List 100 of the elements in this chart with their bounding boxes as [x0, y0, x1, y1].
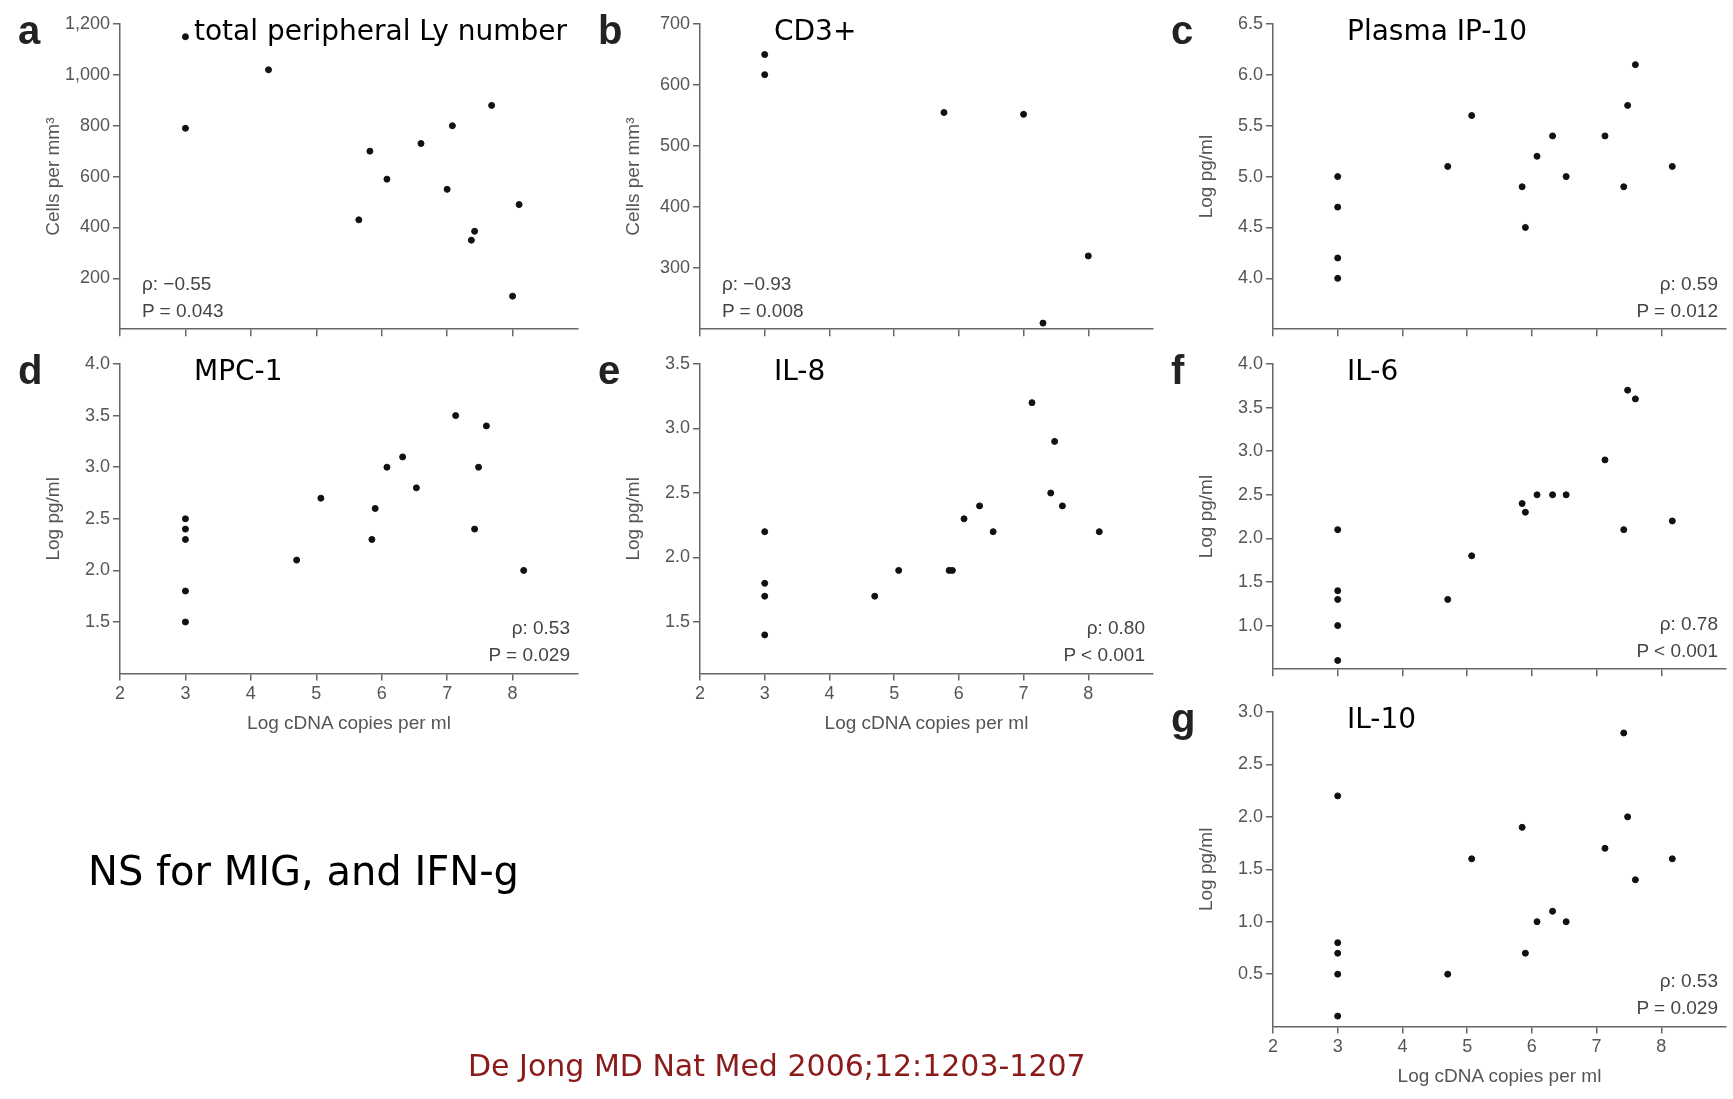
y-tick-label: 1.0 [1237, 614, 1263, 635]
y-tick-label: 4.0 [1237, 352, 1263, 373]
point [1518, 823, 1526, 831]
y-axis-title: Log pg/ml [1194, 474, 1216, 559]
point [181, 587, 189, 595]
point [1668, 855, 1676, 863]
point [1620, 526, 1628, 534]
point [1468, 112, 1476, 120]
point [1051, 437, 1059, 445]
point [1334, 173, 1342, 181]
y-tick-label: 4.5 [1237, 216, 1263, 237]
chart-title: MPC-1 [194, 354, 283, 387]
y-tick-label: 3.0 [1237, 440, 1263, 461]
point [181, 525, 189, 533]
point [471, 227, 479, 235]
point [1549, 907, 1557, 915]
x-tick-label: 3 [759, 683, 770, 704]
point [1533, 491, 1541, 499]
point [471, 525, 479, 533]
y-axis-title: Log pg/ml [1194, 827, 1216, 912]
annotation: P = 0.029 [488, 644, 570, 666]
point [1084, 252, 1092, 260]
point [1562, 918, 1570, 926]
point [412, 484, 420, 492]
point [371, 504, 379, 512]
x-tick-label: 8 [1083, 683, 1094, 704]
chart-title: IL-8 [774, 354, 826, 387]
annotation: P = 0.043 [142, 299, 224, 321]
y-tick-label: 3.0 [664, 417, 690, 438]
annotation: P = 0.008 [722, 299, 804, 321]
point [1668, 162, 1676, 170]
x-tick-label: 3 [1332, 1036, 1343, 1057]
point [488, 101, 496, 109]
y-tick-label: 5.5 [1237, 114, 1263, 135]
point [1039, 319, 1047, 327]
point [1047, 489, 1055, 497]
y-tick-label: 2.5 [84, 507, 110, 528]
y-tick-label: 800 [79, 114, 110, 135]
point [1620, 729, 1628, 737]
point [976, 502, 984, 510]
annotation: ρ: −0.55 [142, 272, 212, 294]
annotation: ρ: 0.59 [1659, 272, 1718, 294]
x-tick-label: 5 [889, 683, 900, 704]
point [1058, 502, 1066, 510]
x-tick-label: 5 [1462, 1036, 1473, 1057]
point [448, 122, 456, 130]
point [181, 515, 189, 523]
point [1624, 813, 1632, 821]
point [1334, 587, 1342, 595]
point [761, 592, 769, 600]
point [1028, 399, 1036, 407]
y-tick-label: 1.5 [1237, 858, 1263, 879]
point [1521, 949, 1529, 957]
y-tick-label: 400 [659, 196, 690, 217]
point [1095, 528, 1103, 536]
chart-title: IL-6 [1347, 354, 1399, 387]
y-tick-label: 1.5 [664, 610, 690, 631]
x-tick-label: 2 [694, 683, 706, 704]
point [515, 201, 523, 209]
chart-subtitle: g [1171, 696, 1196, 741]
point [443, 185, 451, 193]
point [475, 463, 483, 471]
chart-title: Plasma IP-10 [1347, 14, 1528, 47]
chart-subtitle: b [598, 8, 623, 53]
annotation: P < 0.001 [1063, 644, 1145, 666]
point [1533, 918, 1541, 926]
x-tick-label: 6 [953, 683, 964, 704]
point [1631, 61, 1639, 69]
chart-subtitle: c [1171, 8, 1194, 53]
point [1334, 970, 1342, 978]
point [1601, 456, 1609, 464]
point [355, 216, 363, 224]
y-tick-label: 4.0 [1237, 267, 1263, 288]
y-tick-label: 3.0 [84, 456, 110, 477]
point [1334, 203, 1342, 211]
y-tick-label: 300 [659, 257, 690, 278]
y-tick-label: 5.0 [1237, 165, 1263, 186]
y-axis-title: Log pg/ml [1194, 134, 1216, 219]
annotation: P = 0.012 [1636, 299, 1718, 321]
point [1601, 132, 1609, 140]
point [1468, 855, 1476, 863]
x-tick-label: 6 [376, 683, 387, 704]
y-tick-label: 2.5 [1237, 753, 1263, 774]
y-axis-title: Log pg/ml [621, 477, 643, 561]
point [383, 463, 391, 471]
point [989, 528, 997, 536]
point [1624, 101, 1632, 109]
point [1631, 876, 1639, 884]
x-tick-label: 2 [114, 683, 126, 704]
point [940, 109, 948, 117]
annotation: P < 0.001 [1636, 639, 1718, 661]
x-tick-label: 4 [824, 683, 835, 704]
y-tick-label: 1,000 [64, 63, 110, 84]
point [317, 494, 325, 502]
x-tick-label: 4 [245, 683, 256, 704]
point [1518, 500, 1526, 508]
x-tick-label: 2 [1267, 1036, 1279, 1057]
point [293, 556, 301, 564]
point [1631, 395, 1639, 403]
point [265, 66, 273, 74]
